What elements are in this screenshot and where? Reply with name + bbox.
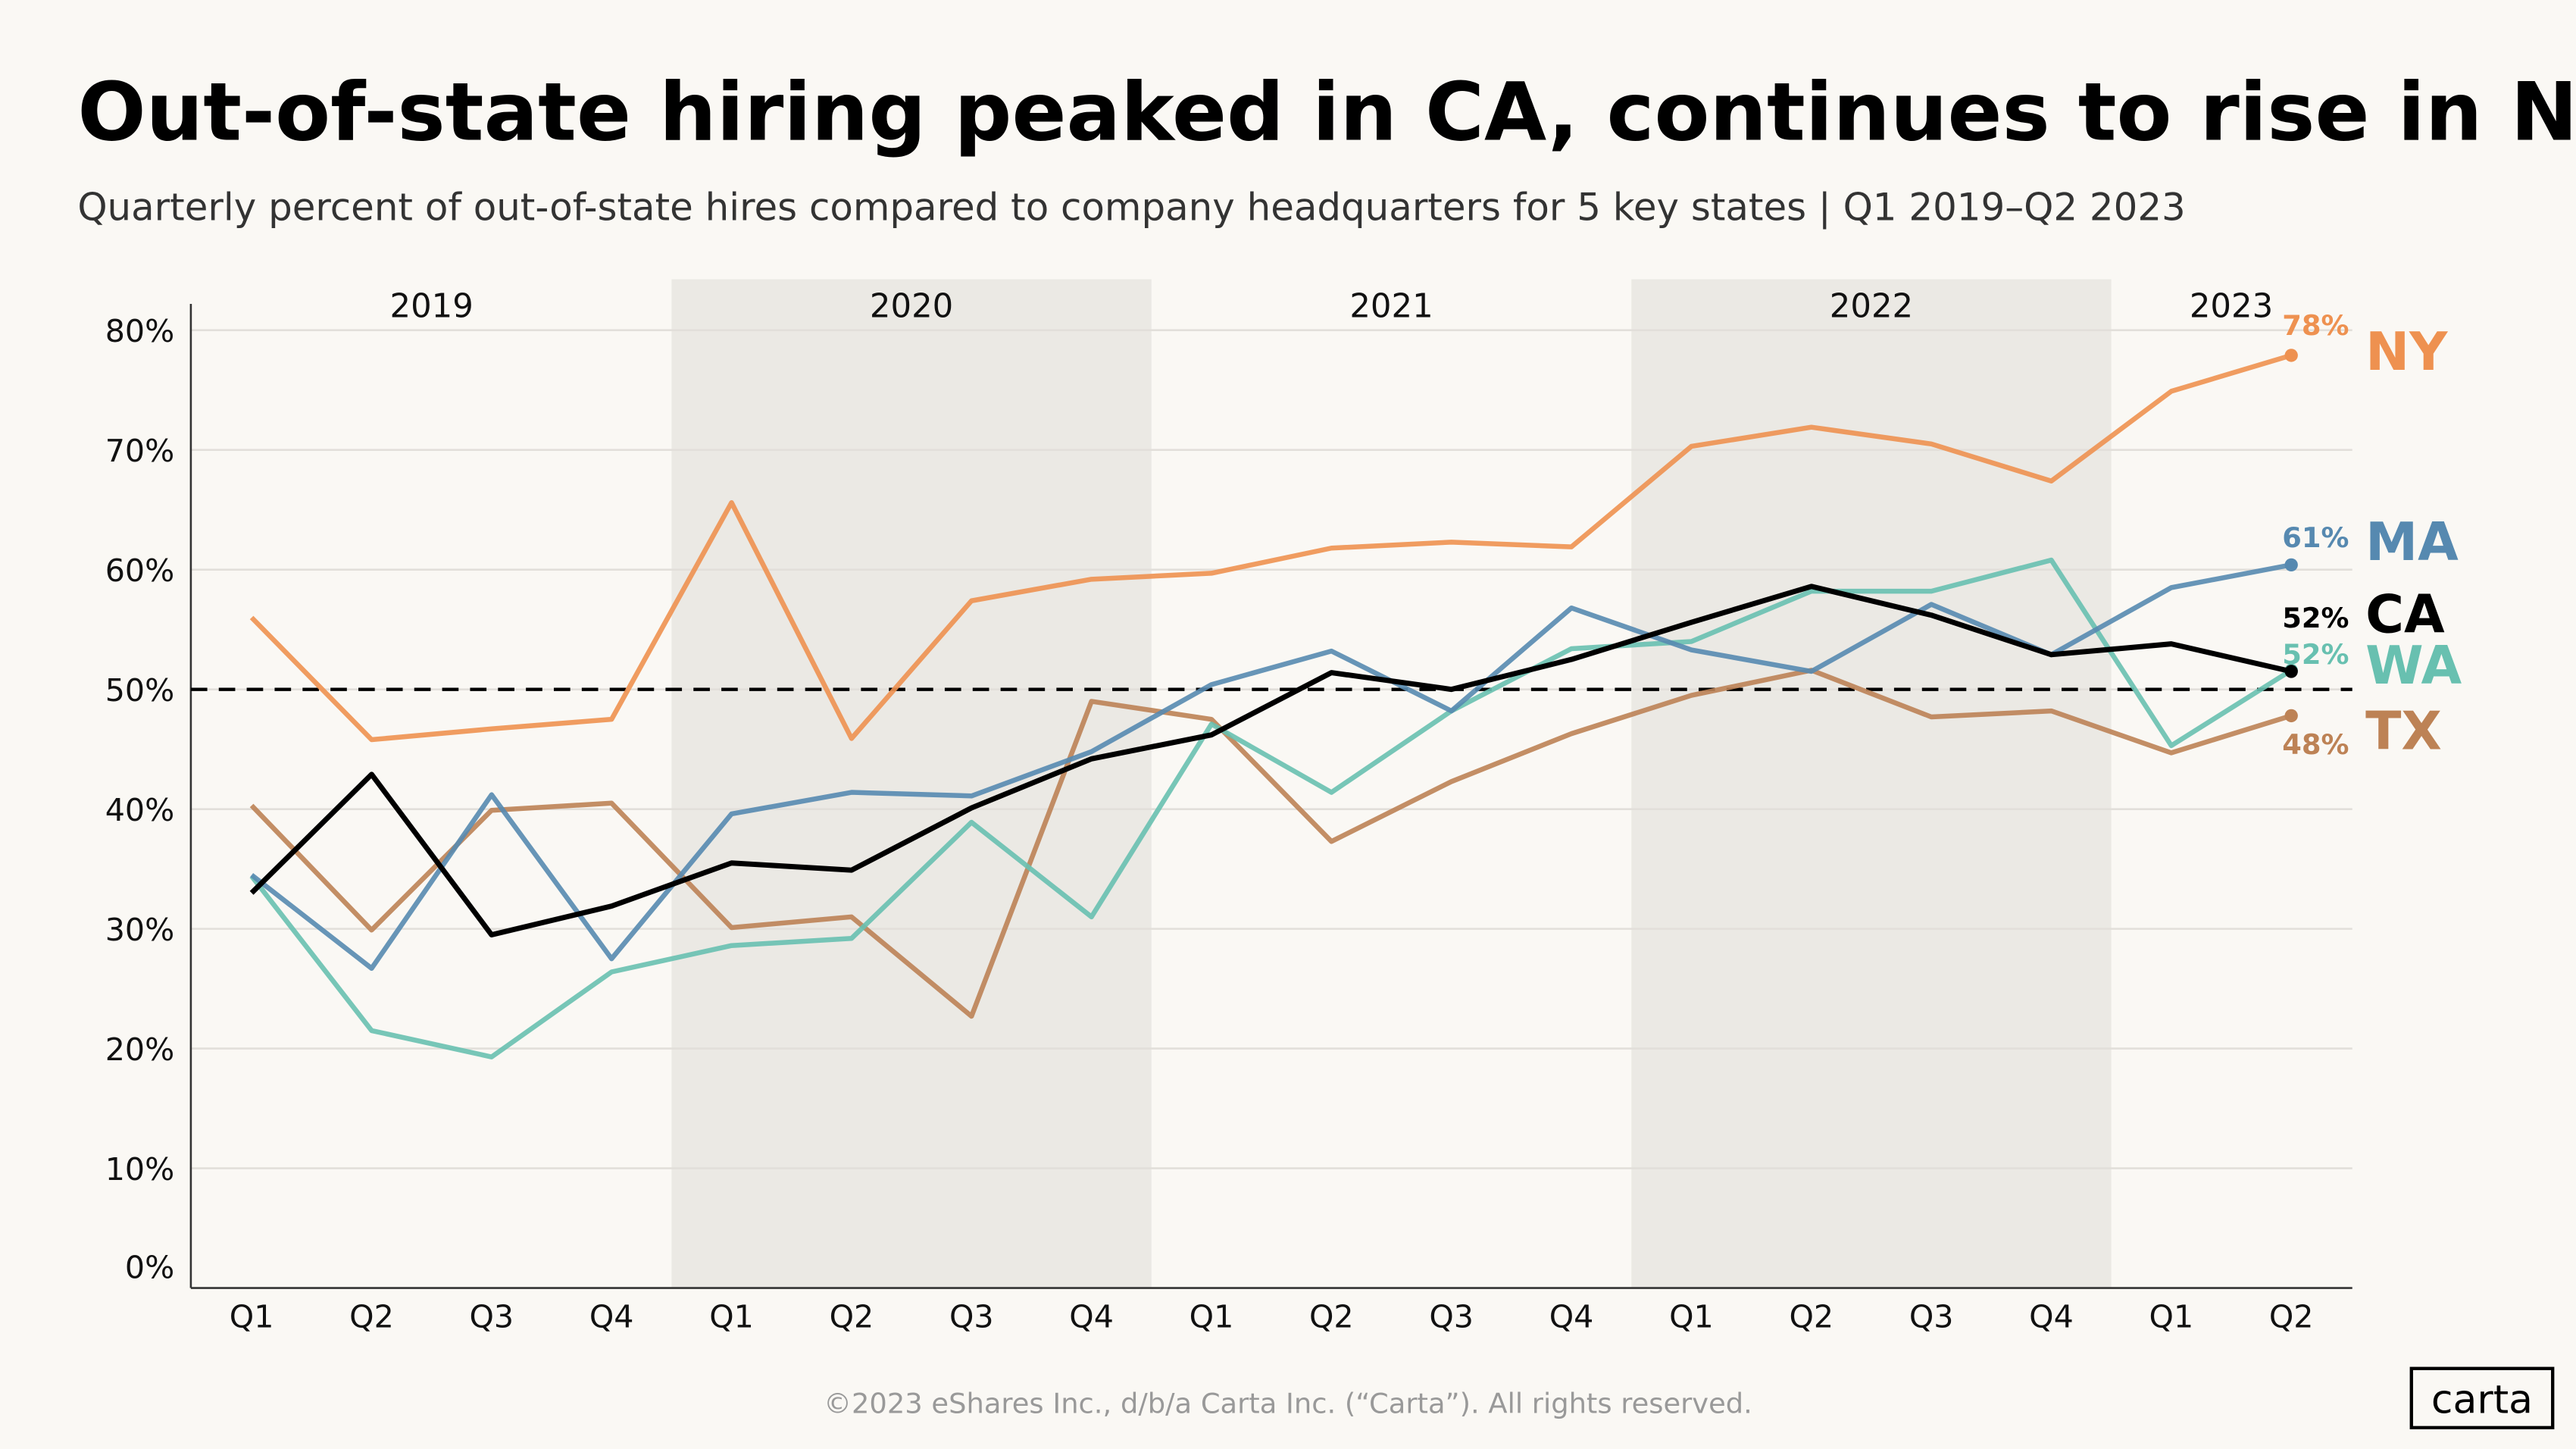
x-tick-label: Q3	[470, 1299, 514, 1335]
chart-title: Out-of-state hiring peaked in CA, contin…	[77, 65, 2576, 159]
x-tick-label: Q4	[589, 1299, 634, 1335]
x-tick-label: Q1	[2149, 1299, 2194, 1335]
series-line-ny	[249, 352, 2293, 743]
x-tick-label: Q2	[2269, 1299, 2314, 1335]
x-tick-label: Q2	[1789, 1299, 1834, 1335]
series-line-wa	[249, 557, 2293, 1059]
year-label-2022: 2022	[1830, 287, 1913, 325]
series-line-ma	[250, 562, 2292, 972]
y-tick-label: 30%	[105, 912, 175, 948]
carta-logo[interactable]: carta	[2409, 1366, 2555, 1429]
series-label-ny: NY	[2365, 322, 2448, 383]
year-label-2020: 2020	[870, 287, 953, 325]
x-tick-label: Q2	[349, 1299, 394, 1335]
x-tick-label: Q1	[1669, 1299, 1714, 1335]
year-band-2022	[1631, 279, 2112, 1288]
x-tick-label: Q3	[1429, 1299, 1474, 1335]
x-tick-label: Q2	[1309, 1299, 1354, 1335]
year-label-2019: 2019	[389, 287, 473, 325]
end-point-tx	[2284, 709, 2298, 723]
x-tick-label: Q1	[709, 1299, 754, 1335]
x-tick-label: Q4	[1549, 1299, 1594, 1335]
end-value-label-ny: 78%	[2282, 309, 2349, 342]
y-tick-label: 20%	[105, 1031, 175, 1068]
end-value-label-ma: 61%	[2282, 521, 2349, 554]
series-label-ma: MA	[2365, 512, 2459, 573]
series-label-tx: TX	[2365, 702, 2442, 762]
y-tick-label: 70%	[105, 433, 175, 469]
year-band-2020	[671, 279, 1152, 1288]
x-tick-label: Q4	[1069, 1299, 1114, 1335]
end-value-label-wa: 52%	[2282, 638, 2349, 671]
x-tick-label: Q3	[949, 1299, 994, 1335]
end-value-label-ca: 52%	[2282, 602, 2349, 634]
y-tick-label: 50%	[105, 672, 175, 709]
y-tick-label: 0%	[125, 1250, 174, 1286]
end-point-ca	[2284, 665, 2298, 678]
carta-logo-text: carta	[2431, 1377, 2533, 1422]
y-tick-label: 10%	[105, 1151, 175, 1188]
x-tick-label: Q1	[1190, 1299, 1234, 1335]
footer-copyright: ©2023 eShares Inc., d/b/a Carta Inc. (“C…	[824, 1387, 1752, 1419]
end-value-label-tx: 48%	[2282, 728, 2349, 761]
year-label-2023: 2023	[2190, 287, 2273, 325]
series-line-tx	[249, 668, 2293, 1019]
series-line-ca	[249, 584, 2292, 937]
year-label-2021: 2021	[1349, 287, 1433, 325]
chart-subtitle: Quarterly percent of out-of-state hires …	[77, 185, 2185, 229]
y-tick-label: 80%	[105, 313, 175, 349]
x-tick-label: Q2	[830, 1299, 874, 1335]
y-tick-label: 40%	[105, 792, 175, 828]
end-point-ma	[2284, 558, 2298, 572]
y-tick-label: 60%	[105, 552, 175, 589]
series-label-ca: CA	[2365, 585, 2445, 646]
x-tick-label: Q3	[1909, 1299, 1954, 1335]
x-tick-label: Q1	[230, 1299, 274, 1335]
end-point-ny	[2284, 349, 2298, 362]
series-label-wa: WA	[2365, 636, 2462, 696]
x-tick-label: Q4	[2029, 1299, 2074, 1335]
